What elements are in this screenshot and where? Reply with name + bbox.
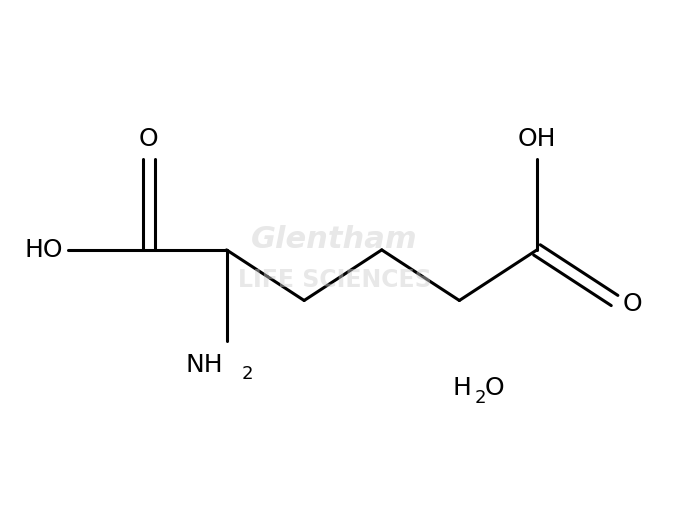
Text: OH: OH bbox=[518, 127, 556, 151]
Text: LIFE SCIENCES: LIFE SCIENCES bbox=[237, 268, 432, 292]
Text: O: O bbox=[139, 127, 159, 151]
Text: O: O bbox=[623, 292, 642, 316]
Text: HO: HO bbox=[24, 238, 63, 262]
Text: O: O bbox=[484, 376, 504, 400]
Text: Glentham: Glentham bbox=[251, 225, 418, 254]
Text: NH: NH bbox=[186, 353, 223, 377]
Text: H: H bbox=[452, 376, 471, 400]
Text: 2: 2 bbox=[242, 365, 253, 383]
Text: 2: 2 bbox=[475, 389, 487, 407]
